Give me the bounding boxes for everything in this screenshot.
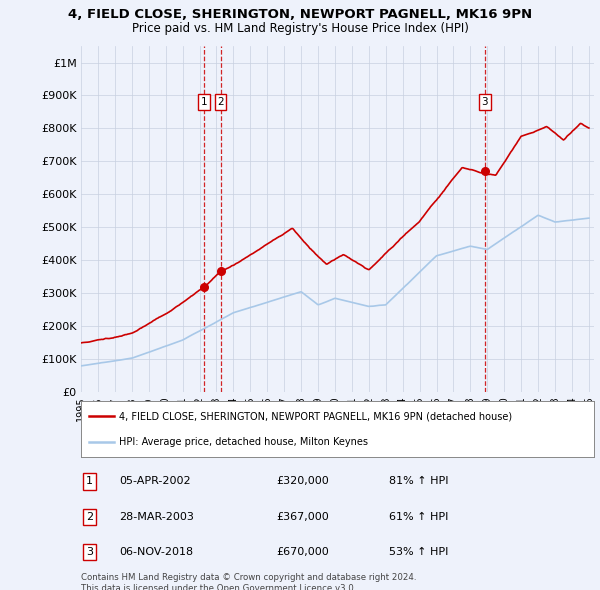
Text: 1: 1	[86, 477, 93, 486]
Text: £320,000: £320,000	[276, 477, 329, 486]
Text: 81% ↑ HPI: 81% ↑ HPI	[389, 477, 448, 486]
Text: 05-APR-2002: 05-APR-2002	[119, 477, 191, 486]
Text: 61% ↑ HPI: 61% ↑ HPI	[389, 512, 448, 522]
Text: HPI: Average price, detached house, Milton Keynes: HPI: Average price, detached house, Milt…	[119, 437, 368, 447]
Text: Price paid vs. HM Land Registry's House Price Index (HPI): Price paid vs. HM Land Registry's House …	[131, 22, 469, 35]
Text: £670,000: £670,000	[276, 548, 329, 557]
Text: 06-NOV-2018: 06-NOV-2018	[119, 548, 194, 557]
Text: 3: 3	[481, 97, 488, 107]
Text: £367,000: £367,000	[276, 512, 329, 522]
Text: 4, FIELD CLOSE, SHERINGTON, NEWPORT PAGNELL, MK16 9PN: 4, FIELD CLOSE, SHERINGTON, NEWPORT PAGN…	[68, 8, 532, 21]
Text: This data is licensed under the Open Government Licence v3.0.: This data is licensed under the Open Gov…	[81, 584, 356, 590]
Text: 1: 1	[201, 97, 208, 107]
Text: 3: 3	[86, 548, 93, 557]
Text: 53% ↑ HPI: 53% ↑ HPI	[389, 548, 448, 557]
Text: 2: 2	[217, 97, 224, 107]
Text: 4, FIELD CLOSE, SHERINGTON, NEWPORT PAGNELL, MK16 9PN (detached house): 4, FIELD CLOSE, SHERINGTON, NEWPORT PAGN…	[119, 411, 512, 421]
Text: 28-MAR-2003: 28-MAR-2003	[119, 512, 194, 522]
Text: 2: 2	[86, 512, 93, 522]
Text: Contains HM Land Registry data © Crown copyright and database right 2024.: Contains HM Land Registry data © Crown c…	[81, 573, 416, 582]
